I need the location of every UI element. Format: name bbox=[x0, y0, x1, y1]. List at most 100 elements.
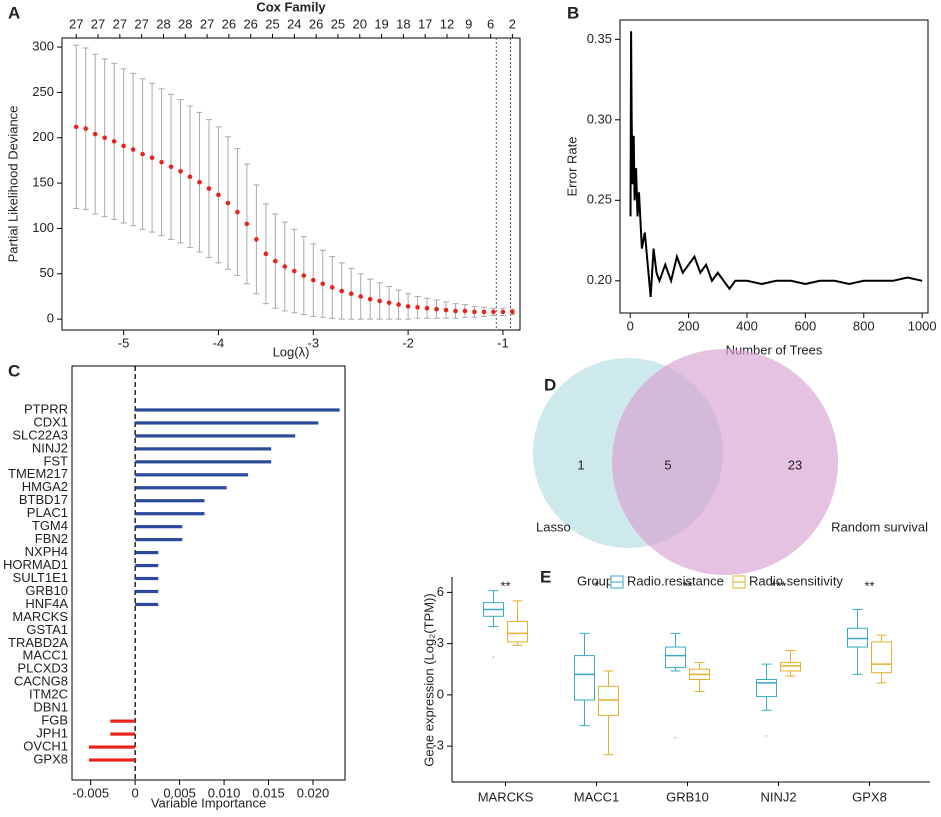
y-tick-label: CDX1 bbox=[33, 414, 68, 429]
box bbox=[574, 655, 595, 701]
bar bbox=[135, 563, 159, 568]
point bbox=[434, 306, 439, 312]
y-tick-label: 150 bbox=[32, 175, 54, 190]
y-tick-label: TRABD2A bbox=[8, 635, 68, 650]
point bbox=[263, 251, 269, 257]
y-tick-label: HORMAD1 bbox=[3, 557, 68, 572]
point bbox=[292, 268, 297, 274]
y-tick-label: NINJ2 bbox=[32, 440, 68, 455]
point bbox=[178, 169, 183, 174]
significance-label: ** bbox=[500, 578, 510, 593]
outlier bbox=[492, 656, 495, 659]
y-tick-label: TMEM217 bbox=[8, 466, 68, 481]
point bbox=[462, 308, 468, 314]
y-tick-label: 100 bbox=[32, 220, 54, 235]
significance-label: * bbox=[594, 578, 599, 593]
top-tick-label: 24 bbox=[287, 16, 301, 31]
bar bbox=[135, 486, 227, 490]
y-tick-label: PTPRR bbox=[24, 401, 68, 416]
point bbox=[510, 309, 515, 315]
top-tick-label: 9 bbox=[465, 16, 472, 31]
point bbox=[405, 304, 411, 309]
panel-letter: D bbox=[544, 375, 556, 394]
point bbox=[500, 309, 506, 315]
point bbox=[320, 281, 326, 287]
point bbox=[216, 192, 221, 198]
point bbox=[83, 126, 89, 131]
plot-frame bbox=[71, 365, 346, 781]
region-count: 5 bbox=[664, 457, 671, 472]
top-tick-label: 26 bbox=[222, 16, 236, 31]
box bbox=[756, 679, 777, 698]
top-tick-label: 26 bbox=[243, 16, 257, 31]
panel-letter: E bbox=[540, 567, 551, 586]
x-tick-label: -1 bbox=[497, 335, 509, 350]
x-tick-label: 0 bbox=[627, 318, 634, 333]
box bbox=[780, 661, 801, 672]
top-tick-label: 18 bbox=[396, 16, 410, 31]
point bbox=[187, 174, 193, 180]
point bbox=[472, 309, 477, 315]
x-tick-label: 0.015 bbox=[252, 785, 285, 800]
panel-letter: A bbox=[8, 3, 20, 22]
x-tick-label: -5 bbox=[118, 335, 130, 350]
box bbox=[847, 627, 868, 648]
x-tick-label: GRB10 bbox=[666, 789, 709, 804]
point bbox=[377, 298, 382, 304]
box bbox=[871, 641, 892, 674]
bar bbox=[135, 525, 183, 529]
x-tick-label: MACC1 bbox=[574, 789, 620, 804]
x-tick-label: 0.020 bbox=[297, 785, 330, 800]
plot-frame bbox=[619, 19, 929, 314]
y-tick-label: 250 bbox=[32, 84, 54, 99]
outlier bbox=[674, 736, 677, 739]
bar bbox=[135, 550, 159, 555]
y-tick-label: 0 bbox=[437, 686, 444, 701]
x-tick-label: 0 bbox=[132, 785, 139, 800]
y-tick-label: GSTA1 bbox=[26, 622, 68, 637]
region-count: 23 bbox=[788, 457, 802, 472]
y-tick-label: MARCKS bbox=[12, 609, 68, 624]
x-tick-label: 600 bbox=[795, 318, 817, 333]
point bbox=[92, 131, 98, 137]
top-tick-label: 27 bbox=[91, 16, 105, 31]
y-tick-label: ITM2C bbox=[29, 687, 68, 702]
chart-title: Cox Family bbox=[256, 0, 326, 14]
y-tick-label: JPH1 bbox=[36, 726, 68, 741]
bar bbox=[135, 576, 159, 581]
point bbox=[111, 139, 117, 144]
point bbox=[102, 135, 107, 141]
bar bbox=[110, 732, 136, 736]
y-axis-label: Partial Likelihood Deviance bbox=[5, 106, 20, 263]
bar bbox=[135, 460, 272, 464]
bar bbox=[135, 473, 249, 477]
top-tick-label: 17 bbox=[418, 16, 432, 31]
bar bbox=[135, 512, 205, 516]
point bbox=[130, 147, 136, 152]
x-tick-label: GPX8 bbox=[852, 789, 887, 804]
x-axis-label: Variable Importance bbox=[151, 795, 266, 810]
y-tick-label: DBN1 bbox=[33, 700, 68, 715]
y-tick-label: 3 bbox=[437, 635, 444, 650]
y-tick-label: -3 bbox=[432, 738, 444, 753]
y-tick-label: GRB10 bbox=[25, 583, 68, 598]
y-tick-label: TGM4 bbox=[32, 518, 68, 533]
significance-label: ** bbox=[682, 578, 692, 593]
point bbox=[348, 291, 354, 297]
top-tick-label: 25 bbox=[265, 16, 279, 31]
y-tick-label: 6 bbox=[437, 584, 444, 599]
significance-label: *** bbox=[771, 578, 786, 593]
y-tick-label: HNF4A bbox=[25, 596, 68, 611]
y-tick-label: NXPH4 bbox=[25, 544, 68, 559]
y-tick-label: 0.25 bbox=[587, 192, 612, 207]
x-tick-label: -0.005 bbox=[72, 785, 109, 800]
point bbox=[396, 302, 401, 307]
y-tick-label: OVCH1 bbox=[23, 738, 68, 753]
y-tick-label: 0.20 bbox=[587, 272, 612, 287]
point bbox=[206, 186, 212, 191]
point bbox=[424, 305, 430, 311]
y-tick-label: HMGA2 bbox=[22, 479, 68, 494]
point bbox=[481, 309, 487, 315]
top-tick-label: 28 bbox=[156, 16, 170, 31]
point bbox=[168, 164, 174, 170]
